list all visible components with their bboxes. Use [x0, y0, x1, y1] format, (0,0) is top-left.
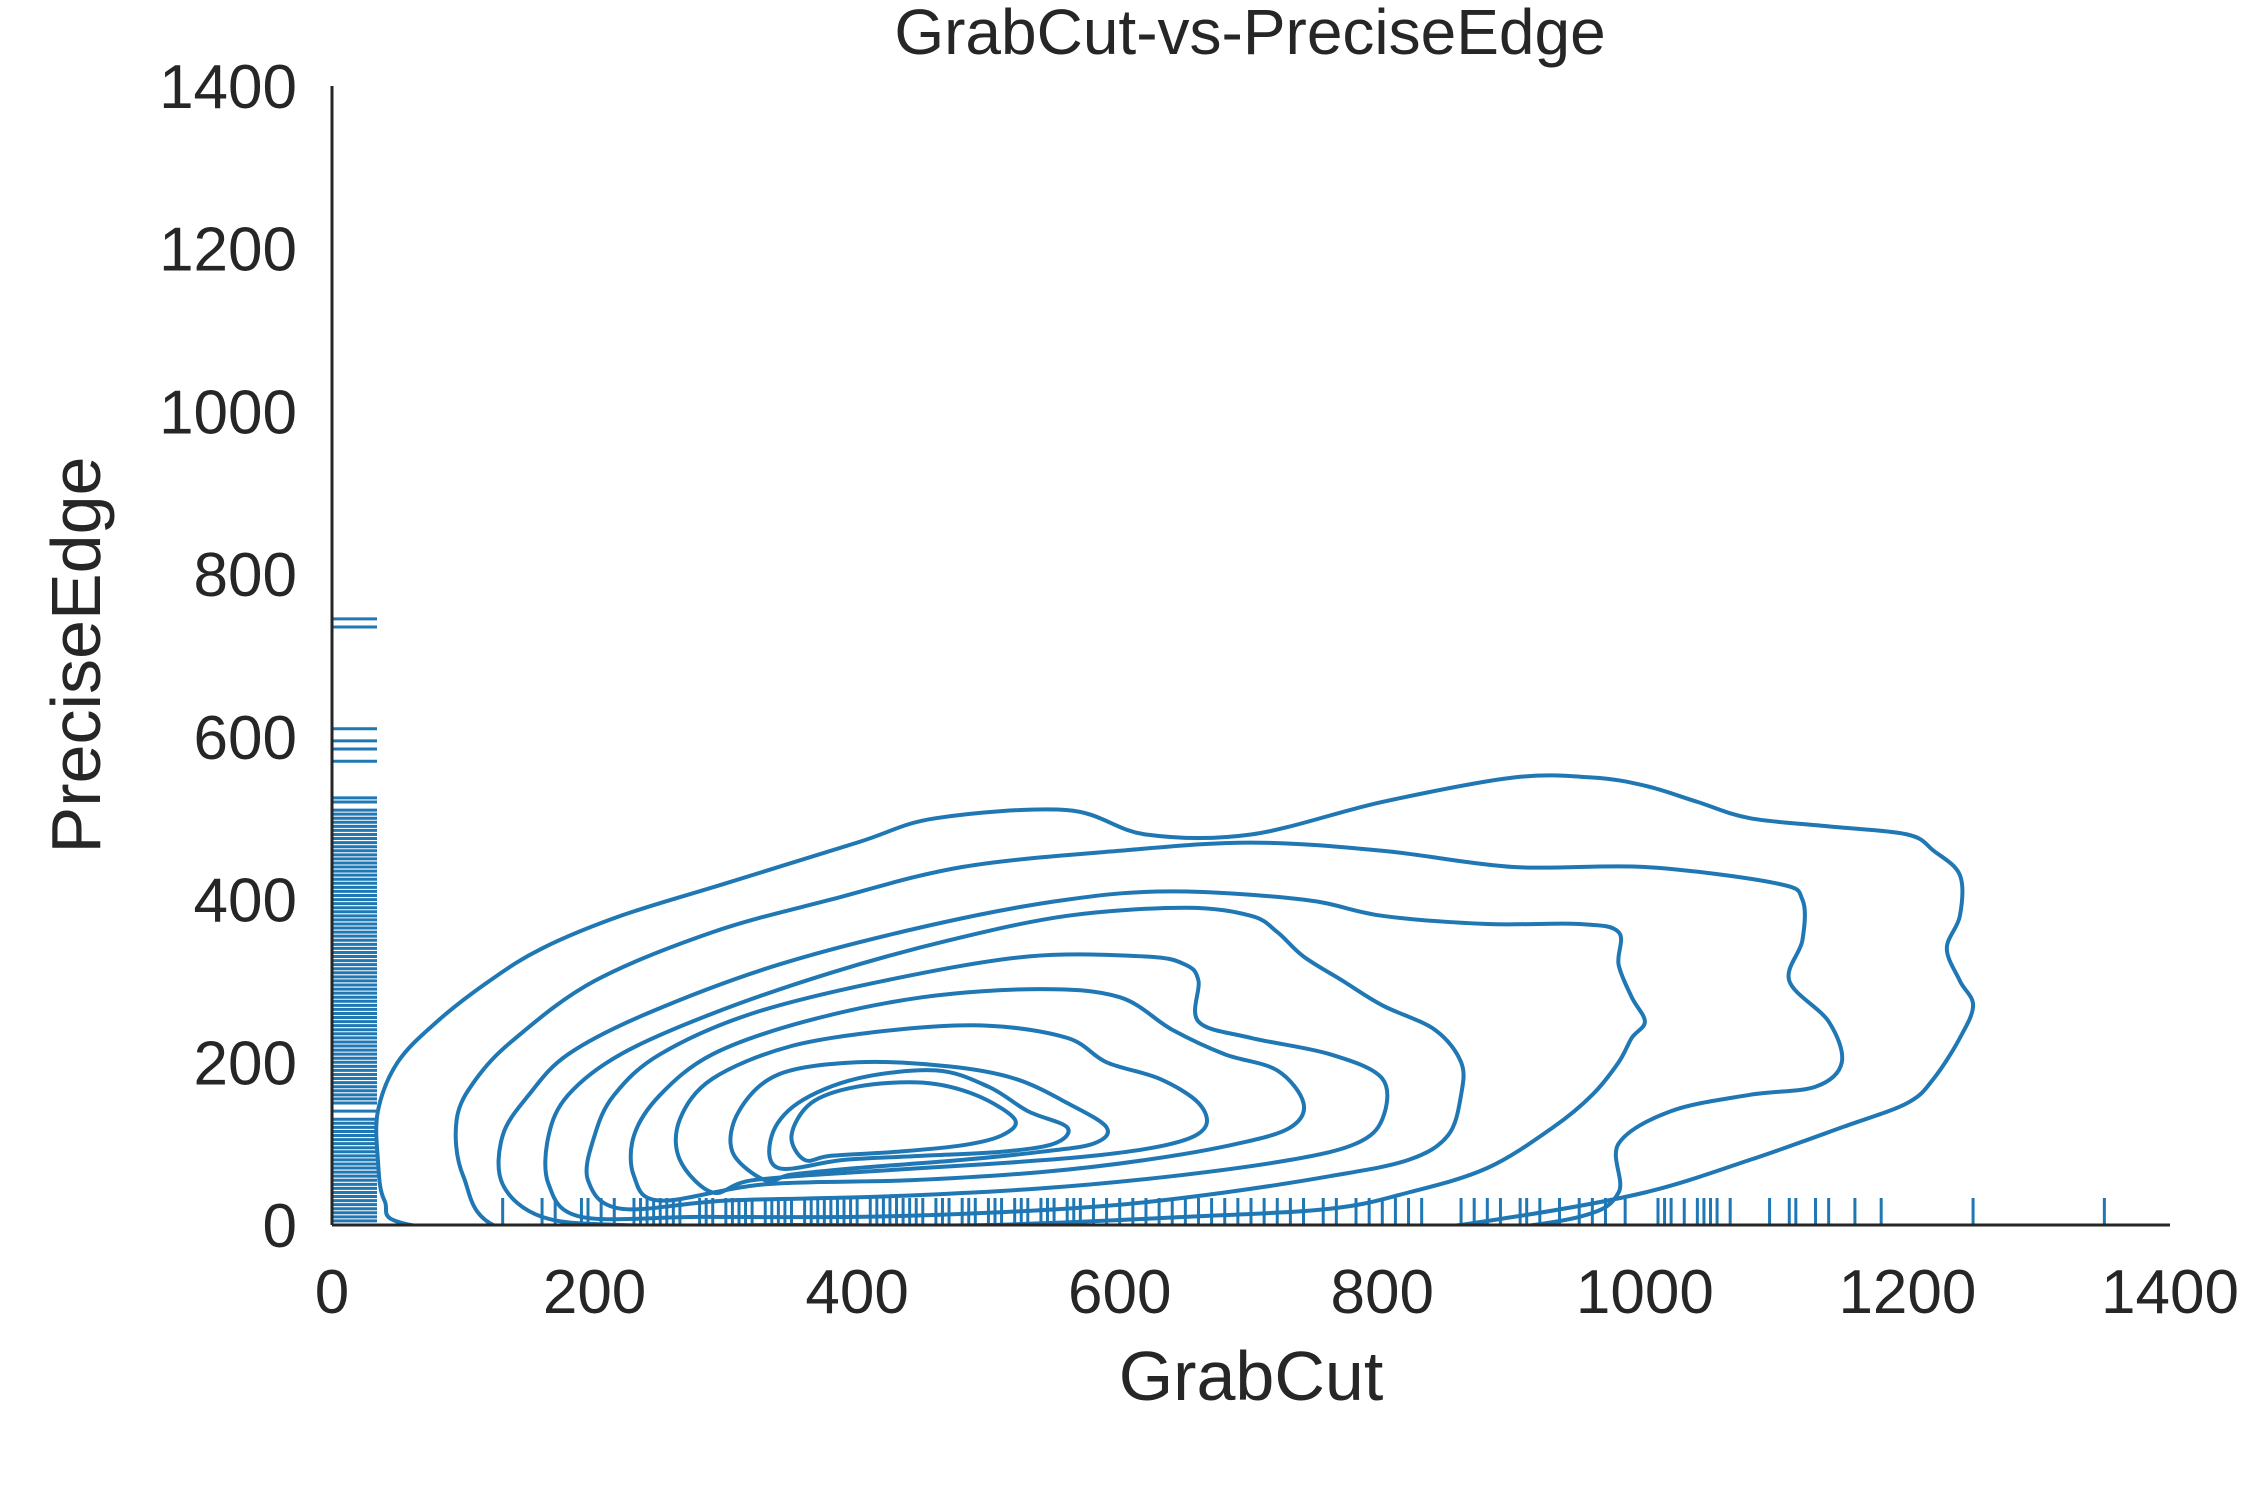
contour-level-4	[543, 905, 1466, 1222]
x-tick-label: 1000	[1576, 1258, 1714, 1327]
contour-group	[374, 773, 1976, 1225]
y-axis-label: PreciseEdge	[37, 457, 115, 854]
y-tick-label: 1200	[159, 216, 297, 285]
contour-level-10	[789, 1080, 1018, 1163]
contour-level-3	[496, 889, 1647, 1225]
x-tick-label: 1200	[1838, 1258, 1976, 1327]
rug-y-group	[332, 617, 377, 1227]
y-tick-label: 200	[194, 1029, 297, 1098]
x-tick-label: 200	[543, 1258, 646, 1327]
contour-level-1	[374, 773, 1976, 1225]
x-tick-label: 0	[315, 1258, 349, 1327]
y-tick-label: 0	[263, 1192, 297, 1261]
y-tick-label: 1400	[159, 53, 297, 122]
x-tick-label: 400	[805, 1258, 908, 1327]
y-tick-label: 400	[194, 867, 297, 936]
y-tick-label: 1000	[159, 378, 297, 447]
rug-x-group	[501, 1198, 2106, 1225]
contour-level-8	[728, 1059, 1110, 1184]
contour-level-9	[767, 1068, 1071, 1171]
x-tick-labels: 0 200 400 600 800 1000 1200 1400	[315, 1258, 2239, 1327]
contour-level-2	[453, 840, 1845, 1225]
contour-level-7	[673, 1023, 1209, 1196]
y-tick-label: 600	[194, 704, 297, 773]
contour-level-5	[584, 952, 1390, 1212]
x-tick-label: 600	[1068, 1258, 1171, 1327]
x-axis-label: GrabCut	[1119, 1337, 1384, 1415]
y-tick-labels: 0 200 400 600 800 1000 1200 1400	[159, 53, 297, 1261]
x-tick-label: 800	[1331, 1258, 1434, 1327]
contour-level-6	[628, 987, 1307, 1203]
y-tick-label: 800	[194, 541, 297, 610]
x-tick-label: 1400	[2101, 1258, 2239, 1327]
chart-title: GrabCut-vs-PreciseEdge	[894, 0, 1605, 68]
